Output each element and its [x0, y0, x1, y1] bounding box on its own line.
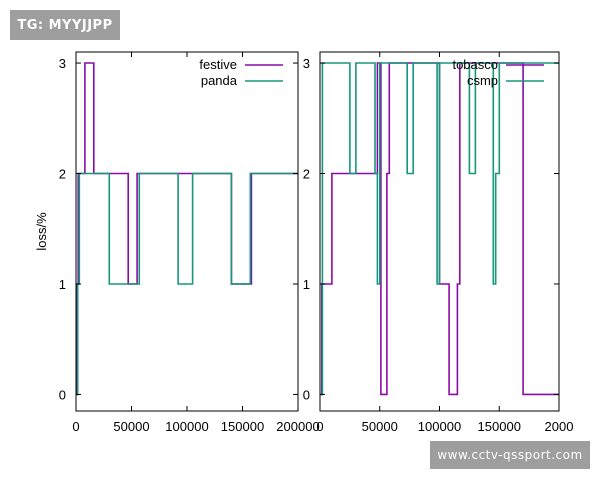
- y-tick-label: 3: [303, 56, 310, 71]
- x-tick-label: 100000: [418, 419, 461, 434]
- x-tick-label: 50000: [113, 419, 149, 434]
- y-tick-label: 2: [303, 167, 310, 182]
- x-tick-label: 0: [72, 419, 79, 434]
- y-axis-label: loss/%: [34, 212, 49, 251]
- chart-panel-1: 0 50000 100000 150000 2000000123loss/%festiv…: [34, 51, 320, 434]
- y-tick-label: 3: [59, 56, 66, 71]
- y-tick-label: 1: [303, 277, 310, 292]
- y-tick-label: 0: [303, 387, 310, 402]
- y-tick-label: 2: [59, 167, 66, 182]
- legend-label-tobasco: tobasco: [452, 57, 498, 72]
- y-tick-label: 1: [59, 277, 66, 292]
- watermark-bottom-right: www.cctv-qssport.com: [430, 441, 590, 469]
- x-tick-label: 150000: [478, 419, 521, 434]
- legend-label-csmp: csmp: [467, 73, 498, 88]
- series-line-panda: [76, 172, 298, 396]
- y-tick-label: 0: [59, 387, 66, 402]
- x-tick-label: 100000: [165, 419, 208, 434]
- x-tick-label: 150000: [221, 419, 264, 434]
- legend-label-festive: festive: [199, 57, 237, 72]
- x-tick-label: 200000: [276, 419, 319, 434]
- x-tick-label: 0: [316, 419, 323, 434]
- series-line-csmp: [320, 62, 559, 396]
- x-tick-label: 2000: [545, 419, 574, 434]
- watermark-top-left: TG: MYYJJPP: [10, 10, 120, 40]
- x-tick-label: 50000: [362, 419, 398, 434]
- legend-label-panda: panda: [201, 73, 238, 88]
